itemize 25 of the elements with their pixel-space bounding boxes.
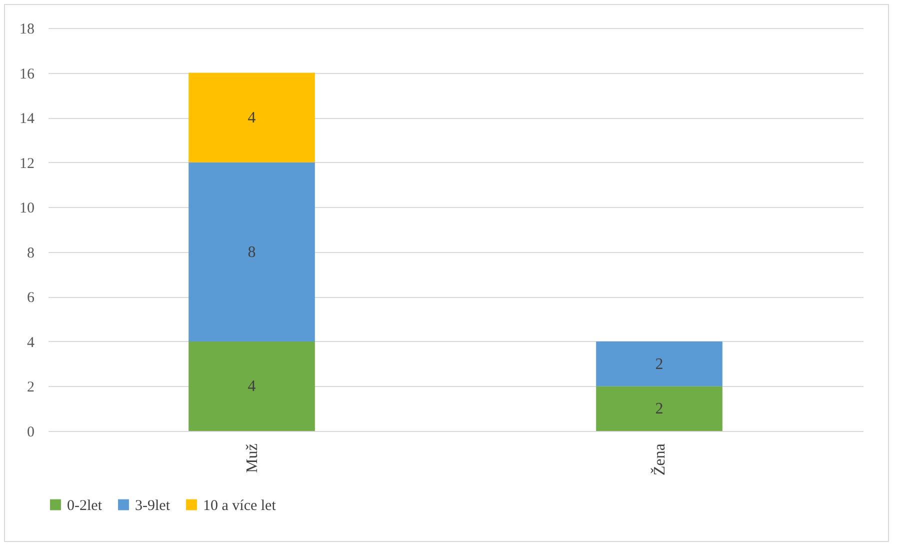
bar (596, 386, 722, 431)
x-tick-label: Muž (244, 444, 261, 473)
bar (596, 341, 722, 386)
data-label: 8 (248, 244, 256, 261)
data-label: 2 (655, 400, 664, 418)
y-tick-label: 16 (20, 66, 35, 82)
bar (188, 72, 315, 162)
y-tick-label: 6 (27, 290, 35, 306)
legend-label: 0-2let (67, 498, 103, 514)
y-tick-label: 8 (27, 245, 34, 262)
y-tick-label: 4 (27, 334, 35, 351)
y-tick-label: 14 (20, 111, 35, 128)
x-tick-label: Žena (650, 444, 668, 476)
data-label: 4 (248, 110, 256, 127)
y-tick-label: 0 (27, 424, 34, 440)
data-label: 4 (248, 378, 256, 396)
y-tick-label: 2 (27, 380, 34, 396)
y-tick-label: 18 (20, 22, 34, 38)
bar (188, 341, 315, 431)
legend-label: 3-9let (135, 498, 171, 514)
bar (188, 162, 315, 342)
y-tick-label: 10 (20, 200, 34, 217)
legend-label: 10 a více let (203, 498, 277, 514)
data-label: 2 (655, 356, 664, 373)
y-tick-label: 12 (20, 156, 34, 172)
